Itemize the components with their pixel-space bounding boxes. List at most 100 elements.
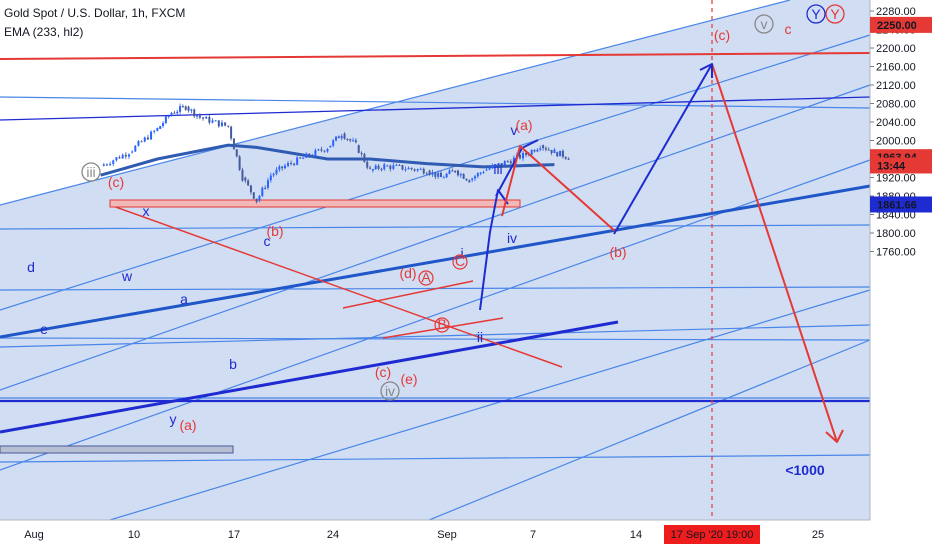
candle-body — [208, 116, 211, 123]
candle-body — [567, 158, 570, 160]
candle-body — [369, 167, 372, 169]
candle-body — [392, 165, 395, 169]
candle-body — [407, 167, 410, 170]
candle-body — [115, 157, 118, 161]
candle-body — [205, 116, 208, 119]
candle-body — [176, 111, 179, 114]
candle-body — [547, 149, 550, 151]
x-tick-label: 17 — [228, 529, 240, 541]
candle-body — [559, 150, 562, 157]
candle-body — [343, 133, 346, 139]
candle-body — [131, 151, 134, 153]
candle-body — [190, 109, 193, 111]
candle-body — [167, 116, 170, 118]
wave-label: iii — [493, 161, 502, 177]
candle-body — [346, 138, 349, 140]
wave-label: B — [437, 316, 446, 332]
wave-label: (a) — [179, 417, 196, 433]
candle-body — [503, 161, 506, 166]
candle-body — [261, 187, 264, 196]
candle-body — [363, 153, 366, 162]
candle-body — [187, 106, 190, 111]
y-tick-label: 2200.00 — [876, 43, 916, 55]
support-zone — [0, 445, 234, 454]
candle-body — [337, 136, 340, 139]
candle-body — [536, 149, 539, 152]
candles-group — [102, 103, 570, 204]
candle-body — [217, 120, 220, 127]
arrowhead-up — [699, 63, 713, 78]
candle-body — [451, 170, 454, 172]
candle-body — [287, 162, 290, 166]
candle-body — [439, 172, 442, 178]
candle-body — [249, 185, 252, 193]
y-tick-label: 1920.00 — [876, 173, 916, 185]
candle-body — [179, 106, 182, 112]
candle-body — [357, 145, 360, 153]
candle-body — [283, 165, 286, 169]
candle-body — [293, 163, 296, 165]
y-tick-label: 1800.00 — [876, 228, 916, 240]
wave-label: w — [121, 268, 133, 284]
candle-body — [311, 155, 314, 157]
y-tick-label: 2280.00 — [876, 6, 916, 18]
candle-body — [329, 145, 332, 148]
candle-body — [561, 150, 564, 157]
wave-label: (e) — [400, 371, 417, 387]
candle-body — [196, 115, 199, 117]
candle-body — [479, 172, 482, 174]
resistance-zone — [109, 199, 521, 208]
projection-group — [479, 63, 844, 443]
x-tick-label: 25 — [812, 529, 824, 541]
candle-body — [181, 106, 184, 108]
price-label-text: 2250.00 — [877, 20, 917, 32]
highlighted-time-label: 17 Sep '20 19:00 — [671, 529, 754, 541]
circled-label-ring — [81, 162, 101, 182]
wave-label: (b) — [609, 244, 626, 260]
candle-body — [428, 170, 431, 175]
wave-label: (c) — [714, 27, 730, 43]
candle-body — [380, 168, 383, 170]
candle-body — [134, 145, 137, 152]
candle-body — [398, 164, 401, 166]
resistance-line — [0, 52, 871, 60]
candle-body — [482, 172, 485, 174]
channel-line — [0, 224, 871, 230]
candle-body — [143, 137, 146, 142]
candle-body — [241, 169, 244, 181]
channel-line — [379, 339, 871, 541]
candle-body — [389, 165, 392, 169]
channel-line — [0, 84, 871, 391]
wave-labels-group: dewxyabciiiiviiiv(c)(a)(b)(d)(e)ABC(a)(b… — [27, 4, 845, 478]
circled-label: iii — [86, 164, 95, 180]
candle-body — [305, 153, 308, 158]
candle-body — [128, 154, 131, 157]
candle-body — [366, 161, 369, 168]
candle-body — [395, 164, 398, 166]
candle-body — [425, 173, 428, 175]
red-wedge-top — [342, 280, 474, 309]
candle-body — [465, 178, 468, 181]
price-label-box — [870, 196, 932, 213]
price-label-text: 13:44 — [877, 160, 906, 172]
candle-body — [230, 126, 233, 139]
candle-body — [354, 140, 357, 143]
candle-body — [542, 145, 545, 149]
candle-body — [500, 163, 503, 166]
candle-body — [518, 154, 521, 159]
candle-body — [488, 168, 491, 170]
wave-label: iv — [507, 230, 517, 246]
ema-line — [100, 143, 555, 177]
y-tick-label: 2120.00 — [876, 80, 916, 92]
x-tick-label: Sep — [437, 529, 457, 541]
candle-body — [159, 126, 162, 129]
candle-body — [124, 154, 127, 157]
candle-body — [462, 174, 465, 179]
candle-body — [525, 152, 528, 155]
wave-label-big-c: c — [785, 21, 792, 37]
candle-body — [556, 152, 559, 157]
candle-body — [156, 127, 159, 131]
candle-body — [220, 122, 223, 127]
highlighted-time-box — [664, 525, 760, 544]
